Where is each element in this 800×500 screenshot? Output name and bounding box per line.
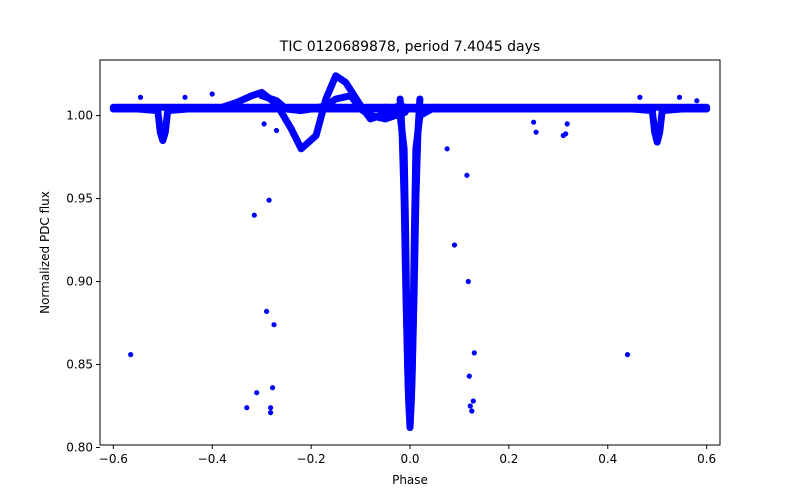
y-tick-label: 0.80 xyxy=(66,440,93,454)
data-point xyxy=(467,403,473,409)
x-tick-label: 0.2 xyxy=(499,452,518,466)
x-tick-label: −0.4 xyxy=(198,452,227,466)
y-tick-label: 0.90 xyxy=(66,275,93,289)
data-point xyxy=(531,119,537,125)
data-point xyxy=(268,405,274,411)
x-tick-label: −0.2 xyxy=(297,452,326,466)
data-point xyxy=(563,131,569,137)
data-point xyxy=(471,350,477,356)
y-axis-title: Normalized PDC flux xyxy=(38,191,52,314)
data-point xyxy=(466,373,472,379)
data-point xyxy=(268,410,274,416)
chart-title: TIC 0120689878, period 7.4045 days xyxy=(279,39,540,55)
data-band-2 xyxy=(109,105,711,146)
data-point xyxy=(694,98,700,104)
data-point xyxy=(676,94,683,100)
data-point xyxy=(244,405,250,411)
data-point xyxy=(254,390,260,396)
data-point xyxy=(533,129,539,135)
data-band-6 xyxy=(396,95,424,427)
x-tick-label: −0.6 xyxy=(99,452,128,466)
data-point xyxy=(137,94,144,100)
y-tick-label: 1.00 xyxy=(66,109,93,123)
data-point xyxy=(251,212,257,218)
data-point xyxy=(464,172,470,178)
y-tick-label: 0.85 xyxy=(66,358,93,372)
x-axis: −0.6 −0.4 −0.2 0.0 0.2 0.4 0.6 xyxy=(99,445,716,466)
data-point xyxy=(128,352,134,358)
y-tick-label: 0.95 xyxy=(66,192,93,206)
data-point xyxy=(264,308,270,314)
y-axis: 0.80 0.85 0.90 0.95 1.00 xyxy=(66,109,100,454)
data-point xyxy=(637,94,643,100)
data-point xyxy=(451,242,458,248)
data-point xyxy=(266,197,272,203)
data-point xyxy=(465,278,471,285)
x-tick-label: 0.6 xyxy=(697,452,716,466)
x-tick-label: 0.0 xyxy=(400,452,419,466)
data-point xyxy=(261,121,267,127)
data-point xyxy=(271,322,277,328)
x-tick-label: 0.4 xyxy=(598,452,617,466)
data-band-3 xyxy=(218,72,409,153)
plot-area xyxy=(109,72,711,432)
data-point xyxy=(469,408,475,414)
data-point xyxy=(470,398,476,404)
data-point xyxy=(624,352,631,358)
data-point xyxy=(182,94,188,100)
x-axis-title: Phase xyxy=(392,473,428,487)
data-point xyxy=(564,121,570,127)
data-band-4 xyxy=(258,92,409,123)
data-point xyxy=(444,146,450,152)
data-point xyxy=(209,91,215,97)
data-point xyxy=(270,385,276,391)
data-point xyxy=(273,127,280,134)
